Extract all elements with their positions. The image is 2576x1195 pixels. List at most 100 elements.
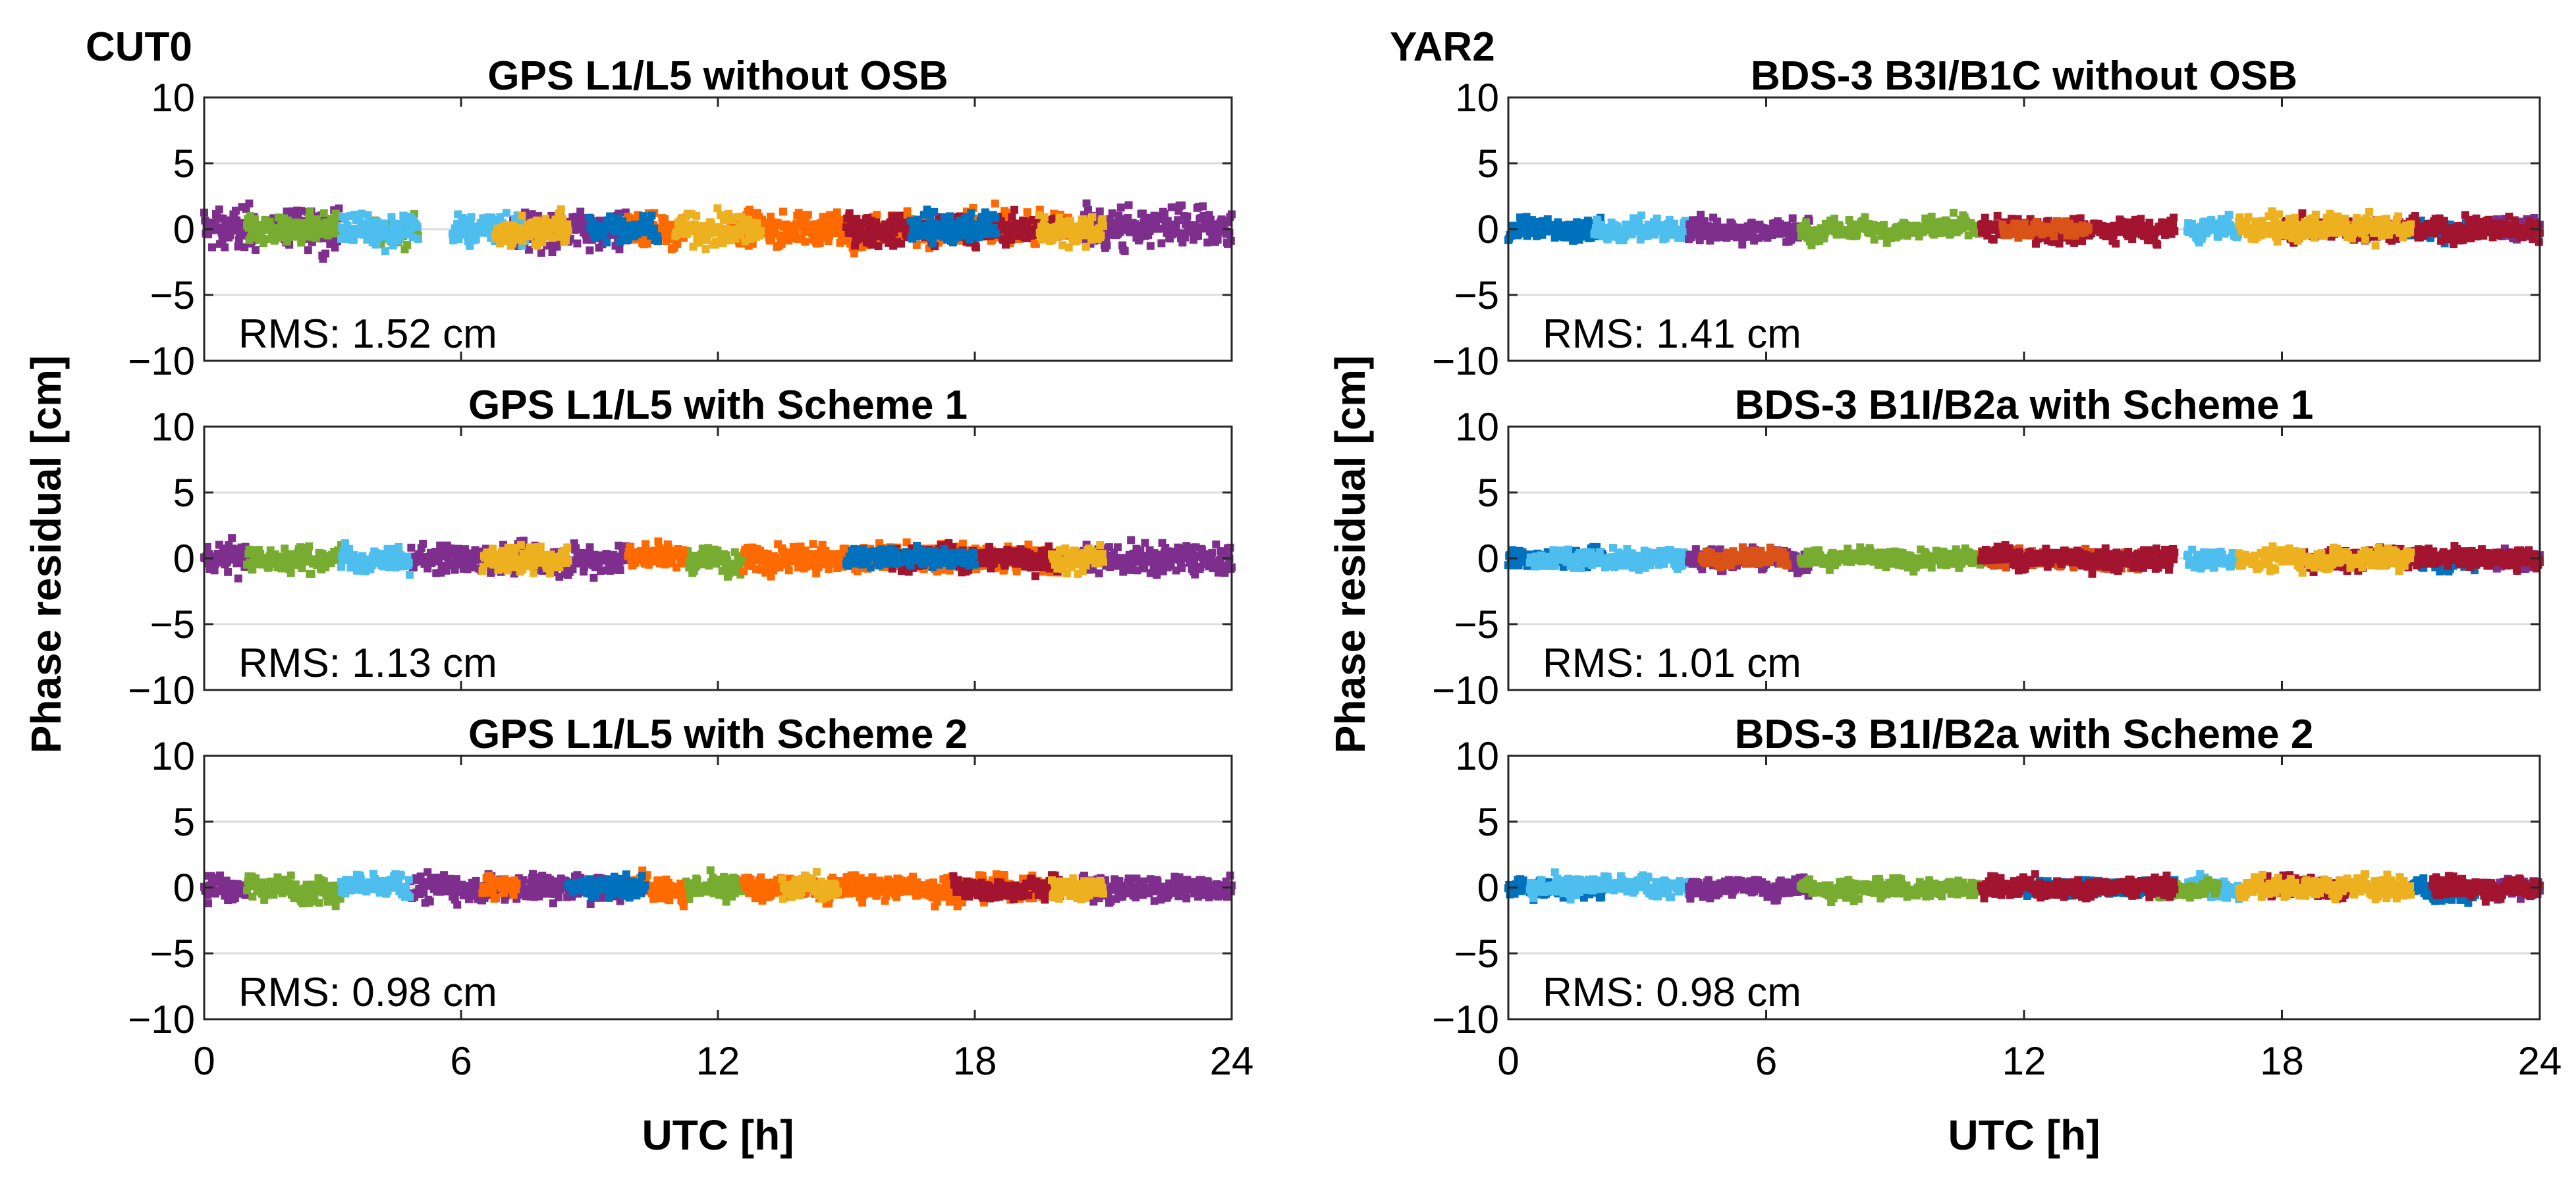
y-tick-label: −5	[150, 602, 195, 647]
data-point	[930, 207, 939, 216]
data-point	[1082, 199, 1091, 207]
data-point	[1103, 241, 1111, 250]
y-tick-label: 10	[151, 76, 195, 120]
data-point	[958, 539, 967, 548]
data-point	[1120, 247, 1129, 255]
data-point	[230, 545, 238, 554]
data-point	[1199, 202, 1207, 211]
data-point	[1010, 205, 1019, 214]
data-point	[1012, 567, 1021, 575]
data-point	[573, 239, 582, 248]
data-point	[845, 209, 854, 217]
data-point	[706, 866, 715, 874]
data-point	[598, 566, 607, 575]
data-point	[1098, 549, 1107, 558]
data-point	[557, 205, 565, 213]
data-point	[476, 228, 484, 237]
data-point	[991, 199, 999, 208]
data-point	[1114, 543, 1122, 552]
data-point	[472, 235, 480, 244]
data-point	[650, 225, 659, 233]
data-point	[204, 899, 213, 908]
data-point	[1108, 209, 1116, 217]
data-point	[757, 227, 765, 236]
data-point	[661, 215, 669, 223]
data-point	[564, 226, 572, 235]
data-point	[436, 541, 445, 550]
data-point	[642, 540, 650, 548]
data-point	[306, 207, 314, 216]
data-point	[404, 558, 413, 567]
data-point	[233, 216, 241, 225]
data-point	[819, 213, 827, 221]
series-sat-yellow	[491, 204, 1107, 253]
data-point	[404, 876, 413, 884]
data-point	[1098, 215, 1107, 223]
data-point	[1178, 564, 1186, 572]
data-point	[492, 893, 501, 902]
data-point	[381, 247, 389, 255]
y-tick-label: 5	[173, 471, 195, 515]
station-label: CUT0	[86, 24, 192, 70]
data-point	[512, 880, 521, 888]
data-point	[1008, 213, 1016, 222]
data-point	[1226, 543, 1234, 552]
data-point	[331, 217, 339, 225]
data-point	[252, 246, 260, 254]
data-point	[496, 213, 505, 221]
data-point	[561, 236, 570, 245]
data-point	[971, 560, 979, 569]
data-point	[307, 570, 315, 578]
data-point	[1208, 548, 1217, 557]
data-point	[232, 206, 240, 215]
data-point	[530, 569, 538, 577]
rms-annotation: RMS: 1.52 cm	[238, 311, 497, 357]
data-point	[895, 211, 904, 220]
data-point	[287, 569, 295, 577]
data-point	[460, 222, 468, 230]
data-point	[234, 574, 242, 583]
data-point	[358, 209, 366, 218]
data-point	[234, 242, 242, 251]
data-point	[1082, 242, 1090, 251]
data-point	[321, 250, 330, 258]
data-point	[502, 209, 510, 217]
data-point	[1127, 536, 1136, 544]
data-point	[406, 893, 414, 901]
data-point	[453, 901, 462, 909]
data-point	[343, 221, 352, 230]
data-point	[518, 211, 526, 220]
data-point	[745, 205, 754, 214]
y-tick-label: 5	[173, 142, 195, 186]
data-point	[791, 228, 800, 236]
data-point	[555, 563, 564, 571]
data-point	[1083, 205, 1092, 214]
data-point	[555, 893, 563, 901]
data-point	[1097, 231, 1105, 240]
data-point	[1088, 213, 1097, 221]
data-point	[1040, 213, 1049, 221]
data-point	[647, 211, 656, 220]
data-point	[1031, 572, 1040, 581]
data-point	[903, 207, 912, 215]
data-point	[1132, 893, 1140, 902]
y-tick-label: −10	[128, 668, 195, 712]
data-point	[1212, 540, 1220, 548]
data-point	[1141, 539, 1149, 547]
panel-title: GPS L1/L5 without OSB	[487, 53, 948, 99]
data-point	[586, 543, 594, 552]
data-point	[537, 248, 545, 257]
data-point	[387, 213, 396, 221]
data-point	[315, 899, 323, 907]
data-point	[331, 209, 340, 218]
data-point	[1226, 871, 1234, 880]
data-point	[692, 211, 701, 220]
data-point	[1178, 201, 1186, 209]
data-point	[563, 220, 572, 228]
data-point	[1116, 203, 1125, 212]
data-point	[680, 550, 688, 558]
data-point	[529, 870, 537, 878]
data-point	[713, 204, 722, 213]
